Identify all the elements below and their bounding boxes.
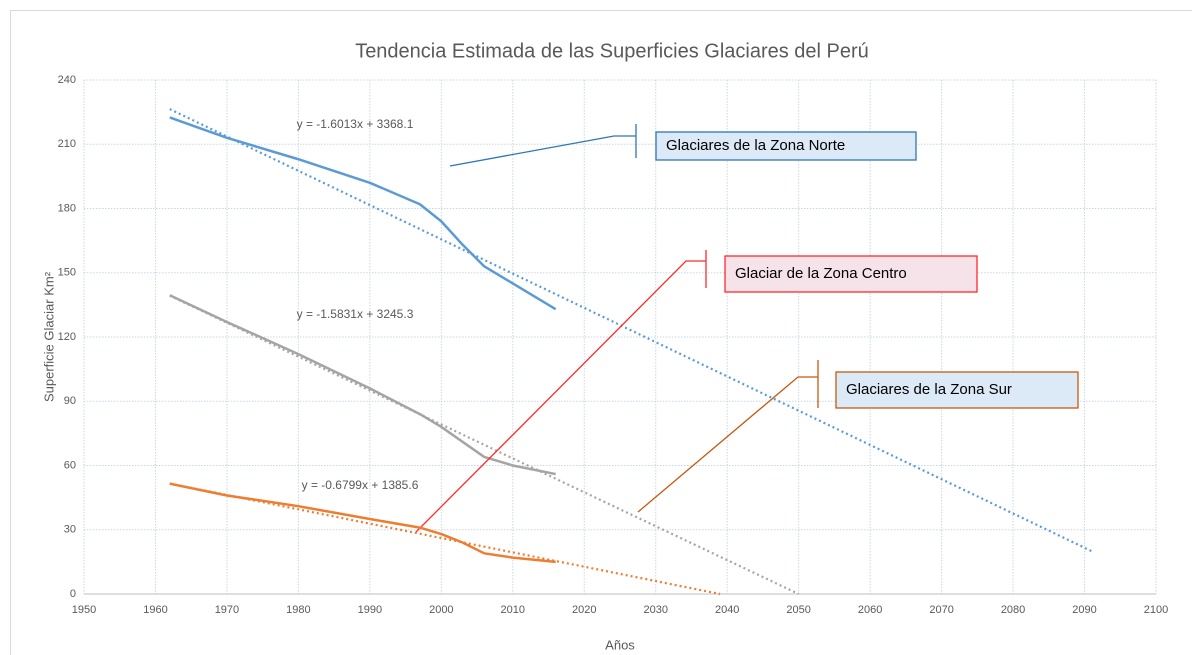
chart-title: Tendencia Estimada de las Superficies Gl… xyxy=(355,40,869,62)
x-tick-label: 2100 xyxy=(1144,604,1168,616)
series-line xyxy=(169,482,556,564)
x-tick-label: 1970 xyxy=(215,604,239,616)
x-tick-label: 2090 xyxy=(1072,604,1096,616)
callout-label: Glaciar de la Zona Centro xyxy=(735,265,907,282)
x-tick-label: 1990 xyxy=(358,604,382,616)
x-axis-label: Años xyxy=(605,637,635,652)
x-tick-label: 1980 xyxy=(286,604,310,616)
callout-label: Glaciares de la Zona Norte xyxy=(666,137,845,154)
series-line xyxy=(169,116,557,311)
y-axis-label: Superficie Glaciar Km² xyxy=(41,271,56,402)
trend-line xyxy=(169,108,1093,553)
x-tick-label: 2040 xyxy=(715,604,739,616)
y-tick-label: 60 xyxy=(64,459,76,471)
x-tick-label: 2070 xyxy=(929,604,953,616)
callout-box xyxy=(835,371,1079,409)
y-tick-label: 210 xyxy=(58,138,76,150)
y-tick-label: 240 xyxy=(58,74,76,86)
y-tick-label: 30 xyxy=(64,524,76,536)
x-tick-label: 2000 xyxy=(429,604,453,616)
y-tick-label: 150 xyxy=(58,267,76,279)
callout-box xyxy=(724,255,978,293)
y-tick-label: 180 xyxy=(58,202,76,214)
x-tick-label: 2050 xyxy=(786,604,810,616)
chart-frame xyxy=(10,10,1192,655)
callout-leader xyxy=(415,260,706,533)
callout-leader xyxy=(449,135,636,167)
callout-label: Glaciares de la Zona Sur xyxy=(846,381,1012,398)
x-tick-label: 1960 xyxy=(143,604,167,616)
callout-leader xyxy=(637,376,818,513)
y-tick-label: 120 xyxy=(58,331,76,343)
trend-line xyxy=(169,294,800,595)
y-tick-label: 0 xyxy=(70,588,76,600)
x-tick-label: 2060 xyxy=(858,604,882,616)
trend-equation: y = -1.5831x + 3245.3 xyxy=(297,307,414,321)
x-tick-label: 2010 xyxy=(501,604,525,616)
y-tick-label: 90 xyxy=(64,395,76,407)
x-tick-label: 2080 xyxy=(1001,604,1025,616)
x-tick-label: 2030 xyxy=(643,604,667,616)
callout-box xyxy=(655,131,917,161)
x-tick-label: 1950 xyxy=(72,604,96,616)
trend-equation: y = -1.6013x + 3368.1 xyxy=(297,117,414,131)
series-line xyxy=(169,294,556,476)
trend-equation: y = -0.6799x + 1385.6 xyxy=(302,478,419,492)
x-tick-label: 2020 xyxy=(572,604,596,616)
trend-line xyxy=(169,482,721,596)
